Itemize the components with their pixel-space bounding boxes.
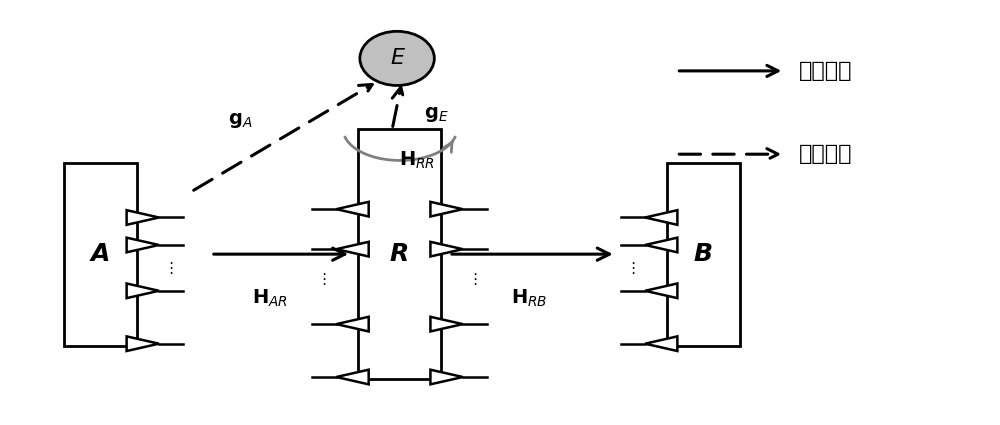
- Text: A: A: [91, 242, 110, 266]
- Text: 合法信道: 合法信道: [799, 61, 852, 81]
- Text: E: E: [390, 48, 404, 68]
- Text: 窃听信道: 窃听信道: [799, 144, 852, 164]
- Bar: [358, 129, 441, 379]
- Polygon shape: [645, 283, 677, 298]
- Polygon shape: [645, 210, 677, 225]
- Polygon shape: [127, 283, 159, 298]
- Polygon shape: [645, 238, 677, 252]
- Ellipse shape: [360, 31, 434, 85]
- Polygon shape: [645, 336, 677, 351]
- Polygon shape: [127, 210, 159, 225]
- Polygon shape: [127, 238, 159, 252]
- Text: $\mathbf{H}_{AR}$: $\mathbf{H}_{AR}$: [252, 287, 288, 309]
- Text: ⋮: ⋮: [316, 272, 332, 286]
- Polygon shape: [430, 202, 463, 216]
- Text: R: R: [390, 242, 409, 266]
- Text: $\mathbf{H}_{RR}$: $\mathbf{H}_{RR}$: [399, 150, 435, 171]
- Polygon shape: [336, 317, 369, 332]
- Text: ⋮: ⋮: [625, 261, 640, 276]
- Text: ⋮: ⋮: [164, 261, 179, 276]
- Polygon shape: [430, 370, 463, 384]
- Text: $\mathbf{g}_{A}$: $\mathbf{g}_{A}$: [228, 111, 253, 130]
- Text: $\mathbf{g}_{E}$: $\mathbf{g}_{E}$: [424, 105, 449, 124]
- Bar: [64, 162, 137, 346]
- Polygon shape: [336, 202, 369, 216]
- Polygon shape: [127, 336, 159, 351]
- Polygon shape: [336, 370, 369, 384]
- Text: $\mathbf{H}_{RB}$: $\mathbf{H}_{RB}$: [511, 287, 548, 309]
- Polygon shape: [430, 317, 463, 332]
- Bar: [667, 162, 740, 346]
- Text: ⋮: ⋮: [467, 272, 483, 286]
- Text: B: B: [694, 242, 713, 266]
- Polygon shape: [336, 242, 369, 256]
- Polygon shape: [430, 242, 463, 256]
